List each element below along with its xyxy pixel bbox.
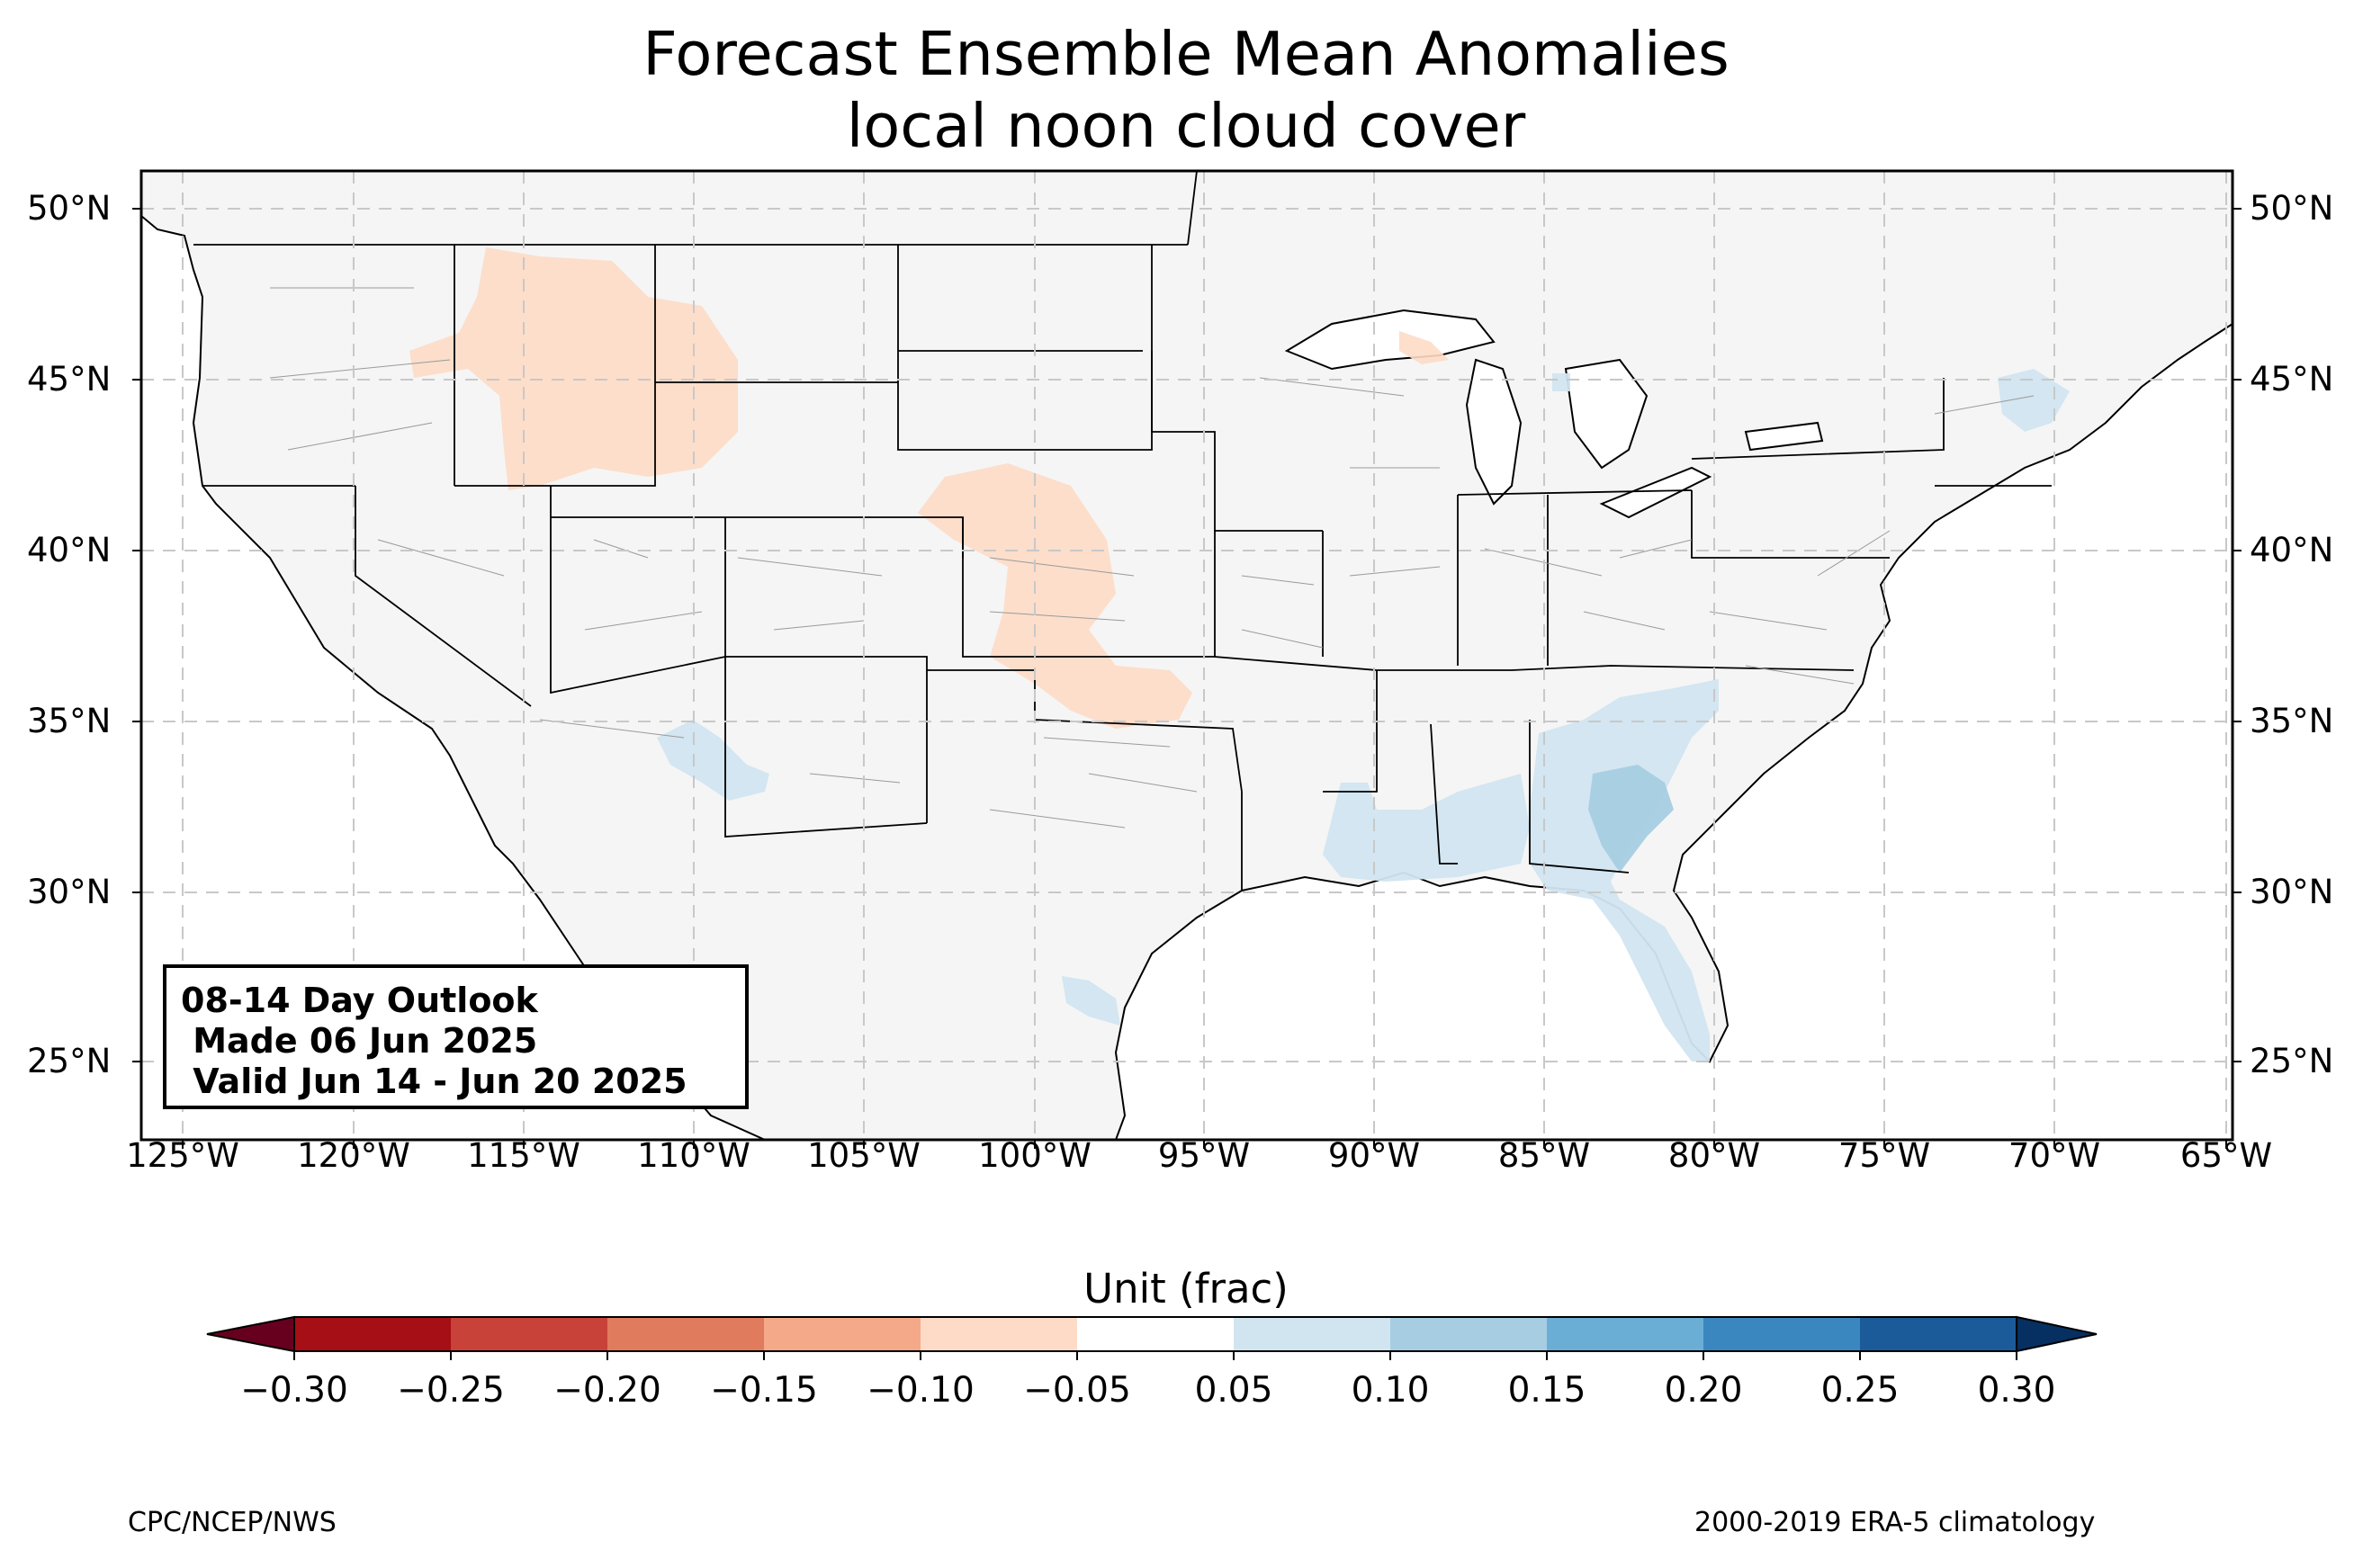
- lat-label-right-45: 45°N: [2250, 360, 2334, 399]
- lake-huron: [1564, 358, 1649, 470]
- footer-climatology: 2000-2019 ERA-5 climatology: [1694, 1507, 2096, 1538]
- lat-label-left-50: 50°N: [27, 189, 112, 228]
- lat-label-right-40: 40°N: [2250, 531, 2334, 569]
- colorbar-tick: −0.10: [867, 1370, 975, 1411]
- lake-michigan: [1465, 358, 1523, 506]
- colorbar-bin-2: [451, 1317, 607, 1351]
- lat-label-left-30: 30°N: [27, 873, 112, 911]
- county-lines: [269, 287, 2035, 829]
- lon-label-115w: 115°W: [467, 1136, 580, 1175]
- anomaly-central-plains: [918, 463, 1192, 729]
- lon-label-100w: 100°W: [978, 1136, 1092, 1175]
- lat-label-right-30: 30°N: [2250, 873, 2334, 911]
- anomaly-georgia-core: [1588, 765, 1674, 873]
- lon-label-75w: 75°W: [1837, 1136, 1931, 1175]
- lon-label-80w: 80°W: [1667, 1136, 1761, 1175]
- grid-lines: [141, 171, 2233, 1140]
- colorbar-bin-6: [1077, 1317, 1234, 1351]
- colorbar-bin-10: [1703, 1317, 1860, 1351]
- colorbar-tick: 0.30: [1977, 1370, 2056, 1411]
- colorbar-bin-5: [921, 1317, 1077, 1351]
- title-line-2: local noon cloud cover: [846, 91, 1526, 161]
- anomaly-arizona: [657, 720, 769, 801]
- chart-title: Forecast Ensemble Mean Anomalies local n…: [0, 18, 2372, 162]
- anomaly-lake-michigan-north: [1552, 373, 1570, 391]
- lon-label-70w: 70°W: [2008, 1136, 2101, 1175]
- colorbar-tick: −0.25: [397, 1370, 505, 1411]
- colorbar-tick: −0.15: [710, 1370, 818, 1411]
- lon-label-95w: 95°W: [1157, 1136, 1251, 1175]
- outlook-valid-dates: Valid Jun 14 - Jun 20 2025: [181, 1062, 687, 1101]
- colorbar-tick: −0.05: [1023, 1370, 1131, 1411]
- colorbar-tick: 0.20: [1664, 1370, 1743, 1411]
- colorbar-under-arrow: [206, 1315, 295, 1353]
- colorbar-frame: [293, 1316, 2017, 1352]
- lake-ontario: [1744, 421, 1824, 452]
- lat-label-right-35: 35°N: [2250, 702, 2334, 740]
- map-frame: [139, 169, 2234, 1142]
- colorbar-over-arrow: [2016, 1315, 2098, 1353]
- lon-label-90w: 90°W: [1327, 1136, 1421, 1175]
- anomaly-upper-michigan: [1399, 331, 1449, 364]
- lat-label-right-25: 25°N: [2250, 1042, 2334, 1080]
- colorbar-tick: −0.20: [553, 1370, 661, 1411]
- anomaly-gulf-coast: [1323, 774, 1530, 882]
- outlook-made-date: Made 06 Jun 2025: [181, 1021, 538, 1061]
- colorbar-title: Unit (frac): [1083, 1265, 1289, 1313]
- lon-label-110w: 110°W: [637, 1136, 750, 1175]
- colorbar-bin-7: [1234, 1317, 1390, 1351]
- colorbar-bin-4: [764, 1317, 921, 1351]
- lat-label-left-40: 40°N: [27, 531, 112, 569]
- lat-label-left-45: 45°N: [27, 360, 112, 399]
- colorbar-bin-1: [294, 1317, 451, 1351]
- lon-label-85w: 85°W: [1497, 1136, 1591, 1175]
- colorbar-bin-8: [1390, 1317, 1547, 1351]
- colorbar: [206, 1315, 2098, 1360]
- state-borders: [193, 171, 2052, 891]
- colorbar-bin-11: [1860, 1317, 2017, 1351]
- colorbar-tick: 0.05: [1194, 1370, 1273, 1411]
- footer-source: CPC/NCEP/NWS: [128, 1507, 337, 1538]
- colorbar-bin-3: [607, 1317, 764, 1351]
- lake-erie: [1599, 466, 1712, 519]
- colorbar-tick: 0.15: [1507, 1370, 1586, 1411]
- outlook-period: 08-14 Day Outlook: [181, 981, 538, 1020]
- lon-label-120w: 120°W: [297, 1136, 410, 1175]
- anomaly-new-england: [1998, 369, 2070, 432]
- lon-label-125w: 125°W: [126, 1136, 239, 1175]
- colorbar-bin-9: [1547, 1317, 1703, 1351]
- colorbar-tick: 0.25: [1820, 1370, 1900, 1411]
- anomaly-georgia-carolinas: [1530, 679, 1719, 1062]
- outlook-info-box: 08-14 Day Outlook Made 06 Jun 2025 Valid…: [163, 964, 749, 1109]
- colorbar-tick: 0.10: [1351, 1370, 1430, 1411]
- lon-label-65w: 65°W: [2179, 1136, 2273, 1175]
- colorbar-tick: −0.30: [240, 1370, 348, 1411]
- lon-label-105w: 105°W: [807, 1136, 921, 1175]
- map-ticks: [132, 208, 2242, 1149]
- lat-label-left-25: 25°N: [27, 1042, 112, 1080]
- lat-label-right-50: 50°N: [2250, 189, 2334, 228]
- lat-label-left-35: 35°N: [27, 702, 112, 740]
- anomaly-texas-coast: [1062, 976, 1120, 1026]
- title-line-1: Forecast Ensemble Mean Anomalies: [642, 19, 1730, 89]
